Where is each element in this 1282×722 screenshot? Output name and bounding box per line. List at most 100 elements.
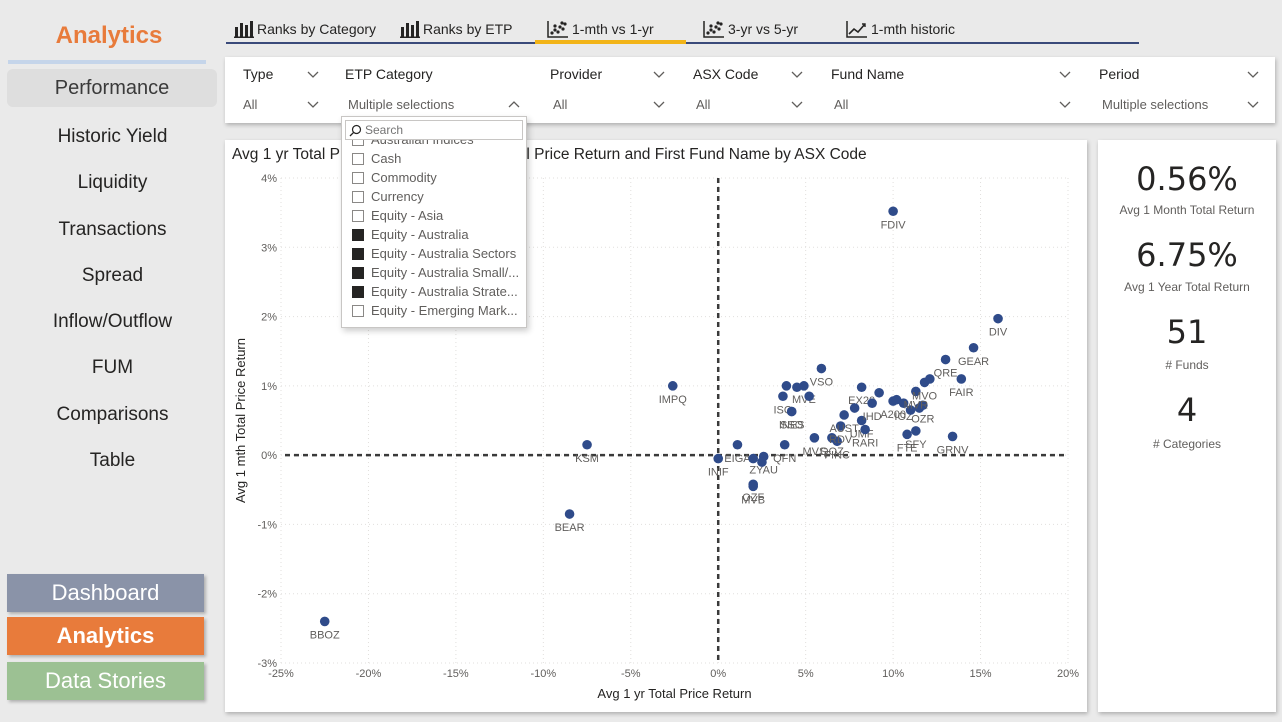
chevron-down-icon — [1247, 71, 1259, 78]
data-label: MVB — [741, 494, 765, 506]
kpi-avg-1-month-value: 0.56% — [1136, 160, 1238, 198]
type-filter[interactable]: Type All — [243, 57, 323, 123]
dropdown-item[interactable]: Equity - Australia Strate... — [352, 282, 518, 301]
sidebar-item-spread[interactable]: Spread — [81, 265, 144, 286]
data-label: BEAR — [555, 522, 585, 534]
y-tick-label: 1% — [261, 381, 277, 393]
data-label: BBOZ — [310, 629, 340, 641]
data-point — [956, 374, 967, 384]
sidebar-item-table[interactable]: Table — [89, 450, 136, 471]
dropdown-item[interactable]: Cash — [352, 149, 401, 168]
data-label: SFY — [905, 439, 927, 451]
analytics-button[interactable]: Analytics — [7, 617, 204, 655]
data-stories-button[interactable]: Data Stories — [7, 662, 204, 700]
chevron-down-icon — [1059, 71, 1071, 78]
data-point — [835, 421, 846, 431]
tab-1-mth-vs-1-yr[interactable]: 1-mth vs 1-yr — [547, 18, 654, 40]
kpi-funds-label: # Funds — [1165, 358, 1209, 372]
checkbox[interactable] — [352, 304, 364, 317]
checkbox-checked[interactable] — [352, 228, 364, 241]
dropdown-item[interactable]: Commodity — [352, 168, 437, 187]
tab-label: 1-mth historic — [871, 21, 956, 37]
sidebar-item-comparisons[interactable]: Comparisons — [56, 404, 169, 425]
data-label: AUST — [829, 423, 859, 435]
data-point — [748, 453, 758, 464]
period-filter[interactable]: Period Multiple selections — [1099, 57, 1264, 123]
data-point — [849, 403, 860, 413]
data-point — [799, 381, 809, 391]
sidebar-item-transactions[interactable]: Transactions — [58, 219, 167, 240]
sidebar-item-historic-yield[interactable]: Historic Yield — [57, 126, 168, 147]
asx-code-filter[interactable]: ASX Code All — [693, 57, 808, 123]
x-tick-label: 10% — [882, 668, 904, 680]
data-label: OZF — [742, 492, 764, 504]
checkbox-checked[interactable] — [352, 247, 364, 260]
x-tick-label: -10% — [530, 668, 556, 680]
y-axis-label: Avg 1 mth Total Price Return — [233, 338, 248, 503]
kpi-categories-value: 4 — [1176, 391, 1198, 429]
fund-name-filter-label: Fund Name — [831, 66, 905, 82]
checkbox[interactable] — [352, 209, 364, 222]
data-label: FAIR — [949, 387, 974, 399]
dropdown-search[interactable] — [345, 120, 523, 140]
y-tick-label: 2% — [261, 312, 277, 324]
tab-ranks-by-category[interactable]: Ranks by Category — [234, 18, 376, 40]
type-filter-value: All — [243, 97, 258, 112]
checkbox-checked[interactable] — [352, 266, 364, 279]
asx-code-filter-label: ASX Code — [693, 66, 759, 82]
sidebar-item-performance[interactable]: Performance — [7, 69, 217, 107]
sidebar-item-liquidity[interactable]: Liquidity — [77, 172, 148, 193]
data-label: VSO — [810, 377, 834, 389]
scatter-chart[interactable]: -3% -2% -1% 0% 1% 2% 3% 4% -25% -20% -15% -10% -5% 0%… — [225, 140, 1087, 712]
data-point — [809, 433, 820, 443]
data-point — [804, 391, 814, 402]
checkbox-checked[interactable] — [352, 285, 364, 298]
dropdown-item-label: Equity - Emerging Mark... — [371, 303, 518, 318]
dropdown-item-label: Equity - Australia Small/... — [371, 265, 520, 280]
scatter-icon — [703, 21, 724, 38]
dropdown-item[interactable]: Equity - Australia Sectors — [352, 244, 516, 263]
search-icon — [349, 124, 362, 136]
dropdown-item[interactable]: Equity - Australia Small/... — [352, 263, 519, 282]
y-tick-label: 4% — [261, 173, 277, 185]
etp-category-filter[interactable]: ETP Category Multiple selections — [345, 57, 525, 123]
sidebar-item-fum[interactable]: FUM — [91, 357, 134, 378]
chevron-down-icon — [1247, 101, 1259, 108]
checkbox[interactable] — [352, 152, 364, 165]
data-label: SSO — [780, 419, 804, 431]
provider-filter[interactable]: Provider All — [550, 57, 670, 123]
data-point — [867, 398, 877, 408]
data-label: FINC — [824, 449, 850, 461]
dropdown-item[interactable]: Equity - Australia — [352, 225, 469, 244]
dropdown-item[interactable]: Equity - Emerging Mark... — [352, 301, 518, 320]
data-point — [319, 616, 330, 627]
data-point — [856, 382, 867, 393]
dropdown-search-input[interactable] — [365, 123, 515, 137]
dropdown-item[interactable]: Equity - Asia — [352, 206, 443, 225]
sidebar: Analytics Performance Historic Yield Liq… — [0, 0, 220, 722]
dashboard-button[interactable]: Dashboard — [7, 574, 204, 612]
chevron-down-icon — [791, 101, 803, 108]
data-label: QOZ — [820, 446, 844, 458]
active-tab-indicator — [535, 40, 686, 44]
fund-name-filter[interactable]: Fund Name All — [831, 57, 1076, 123]
app-title: Analytics — [55, 22, 163, 49]
data-point — [667, 381, 678, 391]
y-tick-label: -3% — [257, 658, 277, 670]
data-point — [874, 387, 884, 398]
chevron-down-icon — [653, 101, 665, 108]
data-point — [898, 398, 909, 408]
checkbox[interactable] — [352, 171, 364, 184]
kpi-avg-1-month-label: Avg 1 Month Total Return — [1119, 203, 1255, 217]
sidebar-item-inflow-outflow[interactable]: Inflow/Outflow — [52, 311, 173, 332]
tab-1-mth-historic[interactable]: 1-mth historic — [846, 18, 955, 40]
etp-category-filter-value: Multiple selections — [348, 97, 455, 112]
checkbox[interactable] — [352, 190, 364, 203]
data-point — [888, 206, 898, 217]
tab-3-yr-vs-5-yr[interactable]: 3-yr vs 5-yr — [703, 18, 798, 40]
data-label: FDIV — [881, 219, 907, 231]
tab-ranks-by-etp[interactable]: Ranks by ETP — [400, 18, 512, 40]
data-label: EIGA — [724, 453, 751, 465]
dropdown-item[interactable]: Currency — [352, 187, 424, 206]
chevron-down-icon — [307, 71, 319, 78]
